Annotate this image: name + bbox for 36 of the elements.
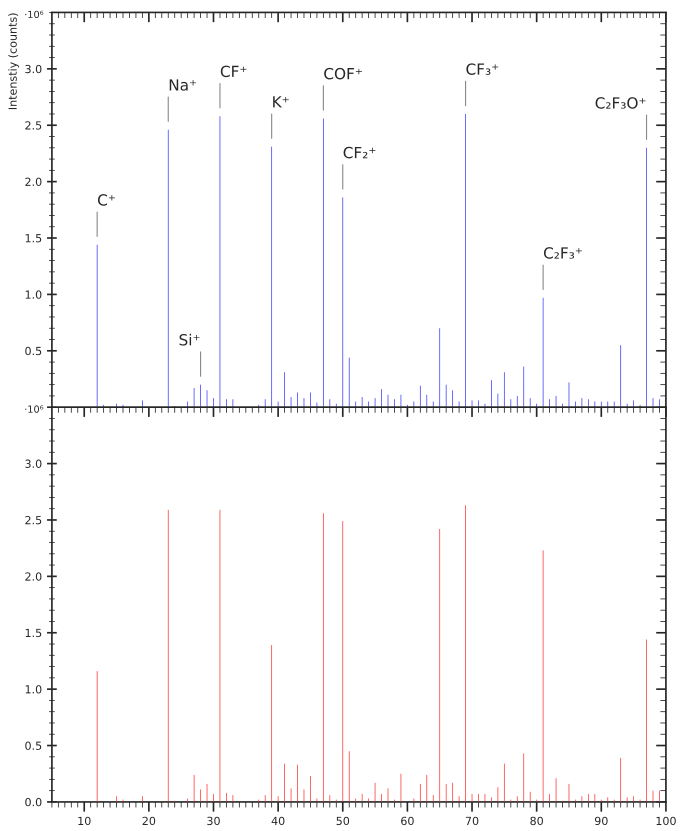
annotation: CF⁺	[220, 66, 246, 78]
annotation: Si⁺	[180, 334, 200, 346]
annotation: C⁺	[98, 194, 115, 206]
x-tick-label: 20	[142, 816, 156, 826]
y-tick-label: 0.5	[25, 346, 42, 356]
x-tick-label: 50	[336, 816, 350, 826]
text: ·10⁶	[25, 10, 44, 18]
y-tick-label: 0.0	[25, 798, 42, 806]
annotation: COF⁺	[324, 68, 362, 80]
y-tick-label: 1.0	[26, 290, 42, 299]
x-tick-label: 100	[656, 816, 676, 826]
x-tick-label: 30	[207, 816, 220, 826]
annotation: C₂F₃⁺	[544, 247, 582, 259]
y-tick-label: 3.0	[25, 64, 42, 74]
y-tick-label: 2.5	[25, 121, 42, 130]
text: ·10⁶	[25, 405, 44, 413]
y-tick-label: 0.5	[25, 742, 42, 750]
y-tick-label: 2.0	[25, 178, 42, 186]
annotation: K⁺	[273, 96, 289, 108]
x-tick-label: 10	[78, 816, 91, 826]
x-tick-label: 60	[401, 816, 414, 826]
annotation: Na⁺	[170, 79, 196, 91]
x-tick-label: 80	[530, 816, 543, 826]
y-tick-label: 1.5	[26, 628, 42, 638]
y-tick-label: 3.0	[25, 460, 42, 468]
x-tick-label: 40	[272, 816, 284, 826]
y-axis-title: Intenstiy (counts)	[8, 13, 19, 110]
y-tick-label: 1.0	[26, 685, 42, 694]
y-tick-label: 2.5	[25, 516, 42, 524]
x-tick-label: 70	[466, 816, 478, 826]
annotation: C₂F₃O⁺	[596, 97, 646, 109]
x-tick-label: 90	[594, 816, 608, 826]
y-tick-label: 2.0	[25, 572, 42, 581]
annotation: CF₃⁺	[466, 63, 498, 75]
y-tick-label: 1.5	[26, 234, 42, 242]
annotation: CF₂⁺	[344, 146, 376, 158]
